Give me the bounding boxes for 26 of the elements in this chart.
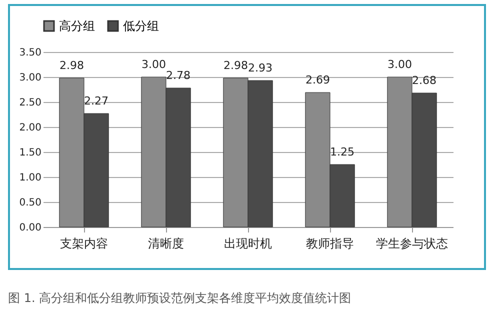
y-tick-label: 2.50 — [19, 98, 42, 108]
data-label: 2.68 — [412, 74, 437, 87]
y-tick-label: 1.00 — [19, 172, 42, 184]
y-tick-label: 1.50 — [19, 148, 42, 158]
data-label: 1.25 — [330, 146, 355, 158]
data-label: 2.98 — [223, 59, 248, 72]
legend-label: 高分组 — [59, 19, 95, 33]
y-tick-label: 3.50 — [19, 48, 42, 58]
data-label: 3.00 — [387, 58, 412, 71]
data-label: 2.78 — [166, 69, 191, 82]
data-label: 2.27 — [84, 94, 109, 108]
x-tick-label: 出现时机 — [224, 236, 272, 250]
x-tick-label: 学生参与状态 — [376, 236, 448, 250]
x-tick-label: 教师指导 — [306, 236, 354, 250]
y-tick-label: 0.50 — [19, 198, 42, 208]
data-label: 2.69 — [305, 74, 330, 86]
data-label: 3.00 — [141, 58, 166, 71]
y-tick-label: 3.00 — [19, 72, 42, 84]
caption: 图 1. 高分组和低分组教师预设范例支架各维度平均效度值统计图 — [8, 290, 352, 307]
y-tick-label: 0.00 — [19, 222, 42, 234]
data-label: 2.93 — [248, 62, 273, 74]
x-tick-label: 清晰度 — [148, 236, 184, 250]
y-tick-label: 2.00 — [19, 122, 42, 134]
legend-label: 低分组 — [123, 19, 159, 33]
data-label: 2.98 — [59, 59, 84, 72]
x-tick-label: 支架内容 — [60, 236, 108, 250]
